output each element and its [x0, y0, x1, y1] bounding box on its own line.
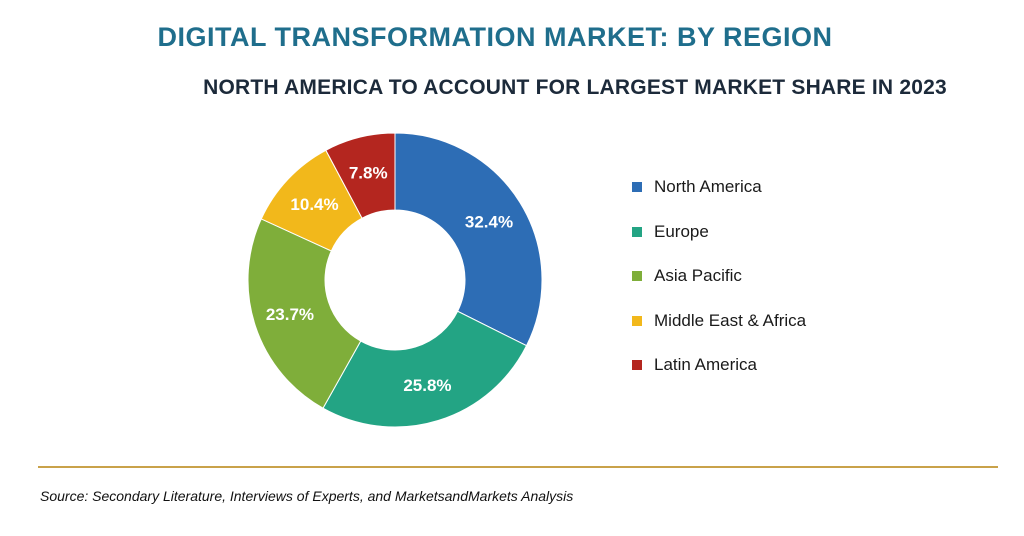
donut-slice-asia-pacific [247, 218, 362, 409]
data-label: 10.4% [290, 195, 338, 214]
donut-slice-europe [322, 310, 528, 428]
divider [38, 466, 998, 468]
legend-item: Europe [632, 221, 806, 243]
legend-swatch [632, 226, 642, 237]
legend-label: Middle East & Africa [654, 310, 807, 330]
legend-item: Asia Pacific [632, 265, 806, 287]
legend-item: North America [632, 176, 806, 198]
donut-slice-latin-america [325, 132, 396, 219]
legend-swatch [632, 271, 642, 281]
donut-slice-north-america [394, 132, 543, 347]
data-label: 25.8% [403, 376, 451, 395]
donut-chart: 32.4% 25.8% 23.7% 10.4% 7.8% [247, 132, 543, 428]
chart-legend: North America Europe Asia Pacific Middle Ea… [632, 176, 806, 399]
legend-label: Asia Pacific [654, 266, 742, 285]
data-label: 23.7% [266, 305, 314, 324]
legend-item: Middle East & Africa [632, 310, 806, 332]
chart-title: DIGITAL TRANSFORMATION MARKET: BY REGION [157, 22, 833, 52]
legend-label: Latin America [654, 355, 757, 374]
data-label: 32.4% [465, 212, 513, 231]
data-label: 7.8% [349, 163, 388, 182]
chart-subtitle: NORTH AMERICA TO ACCOUNT FOR LARGEST MAR… [203, 76, 947, 99]
legend-label: Europe [654, 221, 709, 241]
legend-swatch [632, 182, 642, 192]
legend-swatch [632, 315, 642, 326]
source-note: Source: Secondary Literature, Interviews… [40, 488, 574, 504]
legend-swatch [632, 360, 642, 370]
legend-item: Latin America [632, 354, 806, 376]
legend-label: North America [654, 177, 762, 196]
